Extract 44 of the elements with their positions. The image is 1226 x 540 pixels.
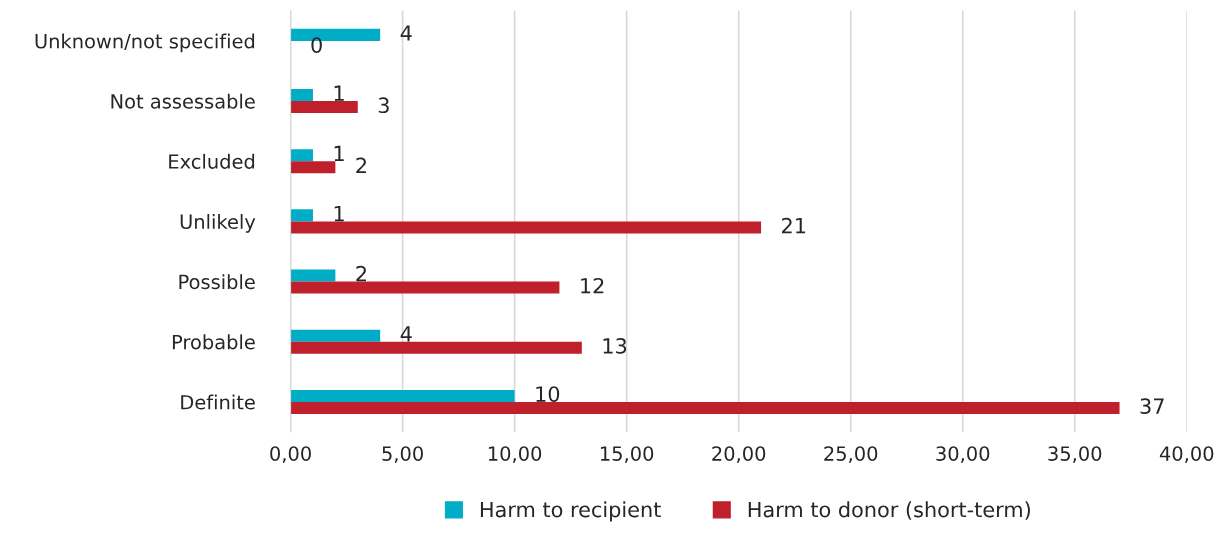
- bar: [290, 101, 358, 114]
- data-label: 1: [334, 85, 344, 101]
- x-tick-label: 35,00: [1048, 446, 1102, 463]
- x-tick-label: 40,00: [1159, 446, 1214, 463]
- bar: [290, 221, 762, 234]
- data-label: 1: [334, 145, 344, 161]
- data-label: 13: [603, 338, 627, 354]
- y-tick-label: Definite: [181, 394, 255, 410]
- data-label: 0: [311, 37, 322, 53]
- x-tick-label: 10,00: [488, 446, 542, 463]
- data-label: 1: [334, 205, 344, 222]
- x-tick-label: 25,00: [824, 446, 878, 463]
- data-label: 3: [378, 97, 389, 114]
- data-label: 37: [1140, 398, 1164, 414]
- x-tick-label: 15,00: [600, 446, 654, 463]
- x-tick-label: 30,00: [936, 446, 990, 463]
- bar: [290, 281, 560, 294]
- y-tick-label: Unknown/not specified: [35, 33, 255, 53]
- y-tick-label: Unlikely: [180, 214, 256, 233]
- bar: [290, 209, 313, 222]
- bar: [290, 329, 381, 342]
- data-label: 10: [536, 386, 560, 402]
- bar: [290, 149, 313, 162]
- bar: [290, 389, 515, 402]
- data-label: 2: [356, 157, 366, 173]
- y-tick-label: Not assessable: [111, 93, 255, 109]
- legend-label: Harm to recipient: [480, 501, 661, 522]
- x-tick-label: 5,00: [382, 446, 423, 463]
- data-label: 12: [581, 277, 604, 294]
- y-tick-label: Probable: [172, 334, 255, 350]
- data-label: 4: [400, 25, 412, 41]
- data-label: 21: [782, 217, 806, 234]
- y-tick-label: Excluded: [169, 153, 255, 169]
- bar: [290, 341, 582, 354]
- bar: [290, 89, 313, 102]
- bar: [290, 401, 1120, 414]
- data-label: 2: [356, 265, 366, 282]
- y-tick-label: Possible: [179, 274, 255, 290]
- x-tick-label: 20,00: [712, 446, 766, 463]
- bar: [290, 161, 336, 174]
- bar: [290, 269, 336, 282]
- x-tick-label: 0,00: [270, 446, 311, 463]
- data-label: 4: [400, 326, 412, 342]
- legend-label: Harm to donor (short-term): [748, 501, 1030, 520]
